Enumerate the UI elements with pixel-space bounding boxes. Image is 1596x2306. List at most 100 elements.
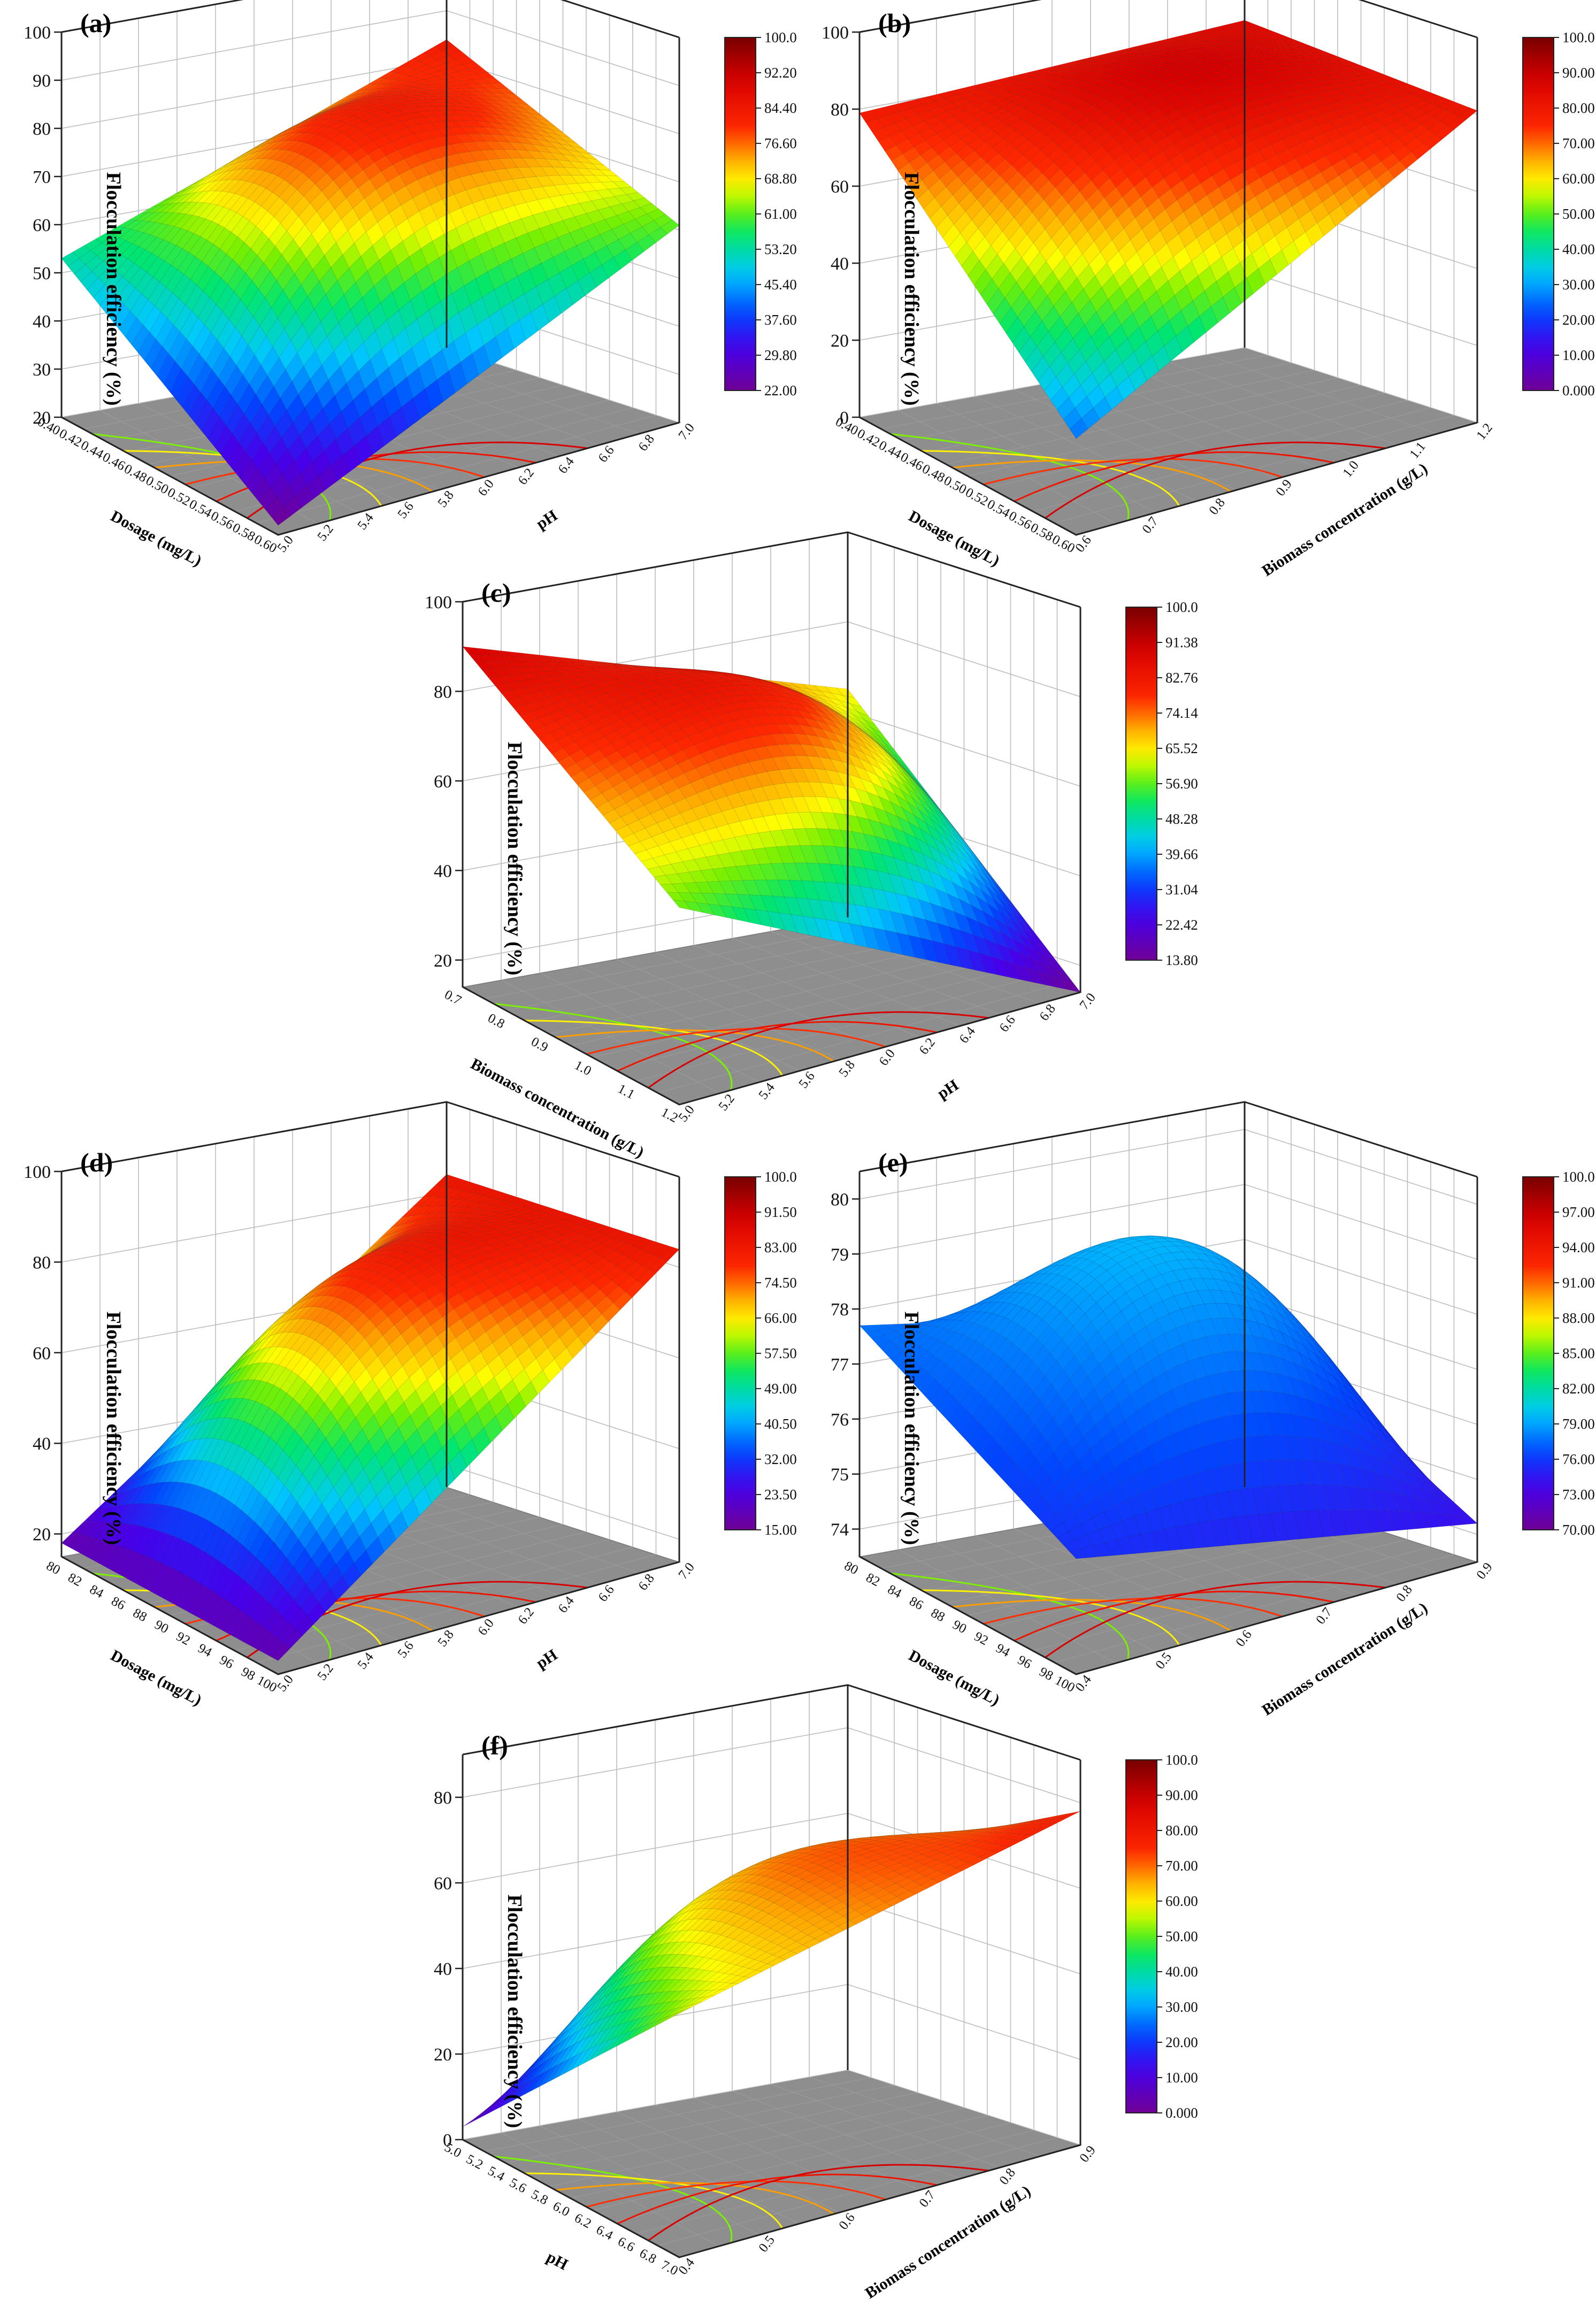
- surface-cell: [513, 656, 533, 662]
- surface-cell: [865, 769, 884, 788]
- surface-cell: [1012, 177, 1031, 197]
- surface-cell: [302, 1284, 320, 1299]
- surface-cell: [709, 706, 728, 716]
- surface-cell: [174, 1542, 194, 1574]
- surface-cell: [333, 114, 352, 122]
- surface-cell: [282, 124, 301, 133]
- contour-line: [1045, 441, 1386, 519]
- surface-cell: [717, 681, 737, 687]
- surface-cell: [712, 671, 731, 674]
- surface-cell: [1280, 114, 1300, 127]
- colorbar-tick-label: 82.76: [1165, 670, 1198, 686]
- surface-cell: [715, 795, 734, 812]
- surface-cell: [1310, 55, 1329, 58]
- surface-cell: [1407, 109, 1427, 120]
- surface-cell: [488, 1231, 508, 1238]
- surface-cell: [448, 1178, 468, 1190]
- surface-cell: [527, 228, 547, 248]
- surface-cell: [519, 1381, 538, 1407]
- surface-cell: [1421, 117, 1440, 130]
- surface-cell: [252, 139, 271, 150]
- surface-cell: [1175, 90, 1195, 100]
- chart-svg: 20304050607080901000.400.420.440.460.480…: [24, 0, 797, 570]
- surface-cell: [409, 141, 428, 155]
- surface-cell: [265, 497, 284, 518]
- surface-cell: [1063, 408, 1082, 430]
- surface-cell: [965, 198, 984, 220]
- surface-cell: [1253, 160, 1273, 178]
- surface-cell: [1147, 67, 1167, 73]
- surface-cell: [636, 1269, 656, 1286]
- surface-cell: [1184, 111, 1203, 124]
- panel-d: 20 40 60 80 100 80 82 84 86 88 90 92 94 96 98 100 5.0 5.2…: [0, 1101, 802, 1709]
- surface-cell: [544, 208, 563, 225]
- surface-cell: [1306, 58, 1324, 62]
- surface-cell: [673, 798, 693, 814]
- surface-cell: [1375, 101, 1395, 111]
- surface-cell: [1031, 73, 1049, 79]
- surface-cell: [907, 133, 926, 148]
- colorbar-tick-label: 60.00: [1562, 171, 1595, 187]
- surface-cell: [233, 168, 252, 181]
- surface-cell: [495, 193, 515, 210]
- surface-cell: [994, 182, 1013, 202]
- y-tick-label: 5.6: [796, 1069, 818, 1091]
- colorbar-tick-label: 70.00: [1562, 135, 1595, 151]
- surface-cell: [1283, 58, 1301, 63]
- surface-cell: [157, 353, 175, 385]
- surface-cell: [310, 126, 329, 135]
- surface-cell: [988, 175, 1007, 195]
- surface-cell: [1342, 130, 1361, 144]
- surface-cell: [594, 1235, 613, 1244]
- surface-cell: [1147, 109, 1167, 122]
- surface-cell: [1011, 154, 1030, 172]
- surface-cell: [507, 1392, 526, 1419]
- colorbar-tick-label: 100.0: [764, 29, 797, 45]
- surface-cell: [920, 828, 940, 852]
- surface-cell: [584, 665, 602, 669]
- colorbar-tick-label: 80.00: [1562, 100, 1595, 116]
- x-tick-label: 0.58: [230, 520, 257, 544]
- surface-cell: [625, 242, 644, 261]
- surface-cell: [940, 876, 960, 900]
- surface-cell: [419, 1252, 438, 1262]
- surface-cell: [1305, 223, 1324, 246]
- surface-cell: [1265, 63, 1286, 68]
- surface-cell: [958, 839, 977, 863]
- contour-line: [524, 1020, 784, 1076]
- surface-cell: [718, 880, 738, 895]
- surface-cell: [196, 1388, 214, 1408]
- surface-cell: [482, 1212, 501, 1217]
- surface-cell: [1291, 68, 1311, 74]
- surface-cell: [903, 171, 923, 190]
- surface-cell: [208, 248, 227, 272]
- colorbar-tick-label: 92.20: [764, 65, 797, 81]
- y-tick-label: 5.2: [716, 1091, 738, 1113]
- surface-cell: [467, 133, 486, 142]
- surface-cell: [1206, 62, 1226, 67]
- floor-grid-line: [408, 1493, 640, 1574]
- y-tick-label: 1.1: [1407, 439, 1429, 461]
- surface-cell: [426, 1217, 444, 1224]
- y-tick-label: 7.0: [1077, 990, 1099, 1012]
- surface-cell: [233, 451, 252, 479]
- surface-cell: [1324, 60, 1343, 64]
- surface-cell: [1398, 131, 1417, 145]
- surface-cell: [405, 1247, 425, 1255]
- surface-cell: [463, 1229, 483, 1236]
- surface-cell: [696, 670, 715, 673]
- surface-cell: [446, 153, 465, 167]
- surface-cell: [993, 99, 1012, 109]
- surface-cell: [180, 1512, 198, 1543]
- surface-cell: [592, 163, 612, 171]
- surface-cell: [915, 837, 934, 860]
- surface-cell: [1049, 975, 1069, 990]
- surface-cell: [954, 828, 973, 853]
- surface-cell: [1058, 136, 1077, 152]
- surface-cell: [1221, 51, 1240, 55]
- surface-cell: [260, 1506, 280, 1536]
- surface-cell: [460, 1439, 479, 1468]
- surface-cell: [1433, 110, 1452, 122]
- surface-cell: [666, 764, 685, 779]
- surface-cell: [318, 1296, 337, 1309]
